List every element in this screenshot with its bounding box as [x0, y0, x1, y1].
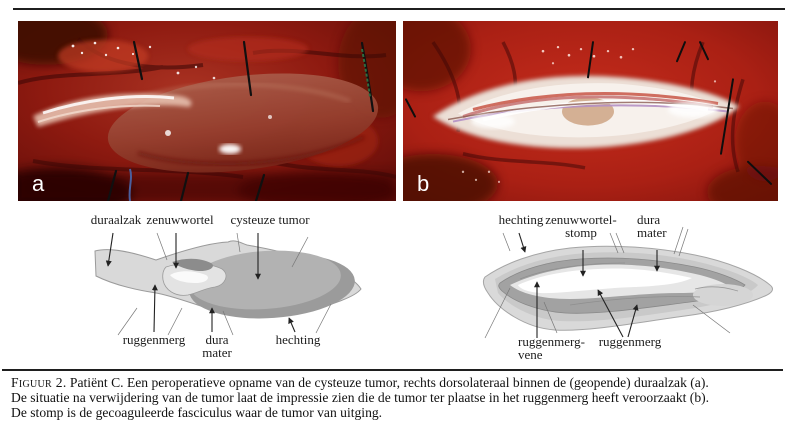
impression-lobe: [693, 284, 753, 306]
schematic-diagram-a: duraalzak zenuwwortel cysteuze tumor rug…: [60, 205, 400, 367]
detail-curve-1: [694, 286, 739, 292]
label-hechting: hechting: [275, 332, 321, 347]
label-cysteuze-tumor: cysteuze tumor: [230, 212, 310, 227]
surgical-photo-a: a: [18, 21, 396, 201]
detail-curve-3: [569, 296, 701, 306]
cord-highlight-shape: [170, 271, 208, 283]
opened-cord: [432, 75, 740, 149]
surgical-photo-b: b: [403, 21, 778, 201]
panel-letter-a: a: [32, 171, 45, 196]
specular-highlights: [71, 41, 272, 154]
caption-line-3: De stomp is de gecoaguleerde fasciculus …: [11, 405, 383, 420]
photo-b-shadows: [403, 21, 778, 201]
photo-b-folds: [431, 41, 745, 173]
label-duraalzak: duraalzak: [90, 212, 142, 227]
cystic-tumor-shape: [189, 250, 341, 310]
figure-number-label: Figuur 2.: [11, 375, 67, 390]
caption-line-1: Figuur 2. Patiënt C. Een peroperatieve o…: [11, 375, 795, 390]
diagram-b-leader-lines: [484, 226, 731, 339]
schematic-diagram-b: hechting zenuwwortel-stomp dura mater ru…: [440, 205, 795, 370]
photo-b-illustration: [403, 21, 778, 201]
figure-caption: Figuur 2. Patiënt C. Een peroperatieve o…: [11, 375, 795, 420]
panel-letter-b: b: [417, 171, 430, 196]
photo-a-illustration: [18, 21, 396, 201]
cord-streak-white: [518, 268, 692, 294]
caption-line-1-text: Patiënt C. Een peroperatieve opname van …: [66, 375, 709, 390]
label-ruggenmerg: ruggenmerg: [122, 332, 186, 347]
suture-threads-b: [405, 41, 772, 185]
caption-line-2: De situatie na verwijdering van de tumor…: [11, 390, 710, 405]
label-zenuwwortel: zenuwwortel: [146, 212, 214, 227]
label-ruggenmerg-vene: ruggenmerg-vene: [518, 334, 585, 362]
diagram-a-drawing: [94, 232, 362, 336]
photo-b-speckles: [461, 45, 717, 183]
spinal-cord-exposed: [33, 93, 192, 127]
suture-threads: [106, 40, 375, 201]
label-dura-mater-b: dura mater: [637, 212, 667, 240]
bottom-rule: [2, 369, 783, 371]
label-hechting-b: hechting: [498, 212, 544, 227]
label-zenuwwortel-stomp: zenuwwortel-stomp: [545, 212, 617, 240]
diagram-b-drawing: [482, 226, 773, 339]
top-rule: [13, 8, 785, 10]
label-ruggenmerg-b: ruggenmerg: [598, 334, 662, 349]
blue-suture: [128, 168, 132, 201]
diagram-a-leader-lines: [105, 232, 332, 336]
green-marked-suture: [361, 48, 371, 98]
nerve-root-shape: [172, 258, 213, 271]
detail-curve-2: [519, 262, 626, 280]
label-dura-mater: dura mater: [202, 332, 232, 360]
